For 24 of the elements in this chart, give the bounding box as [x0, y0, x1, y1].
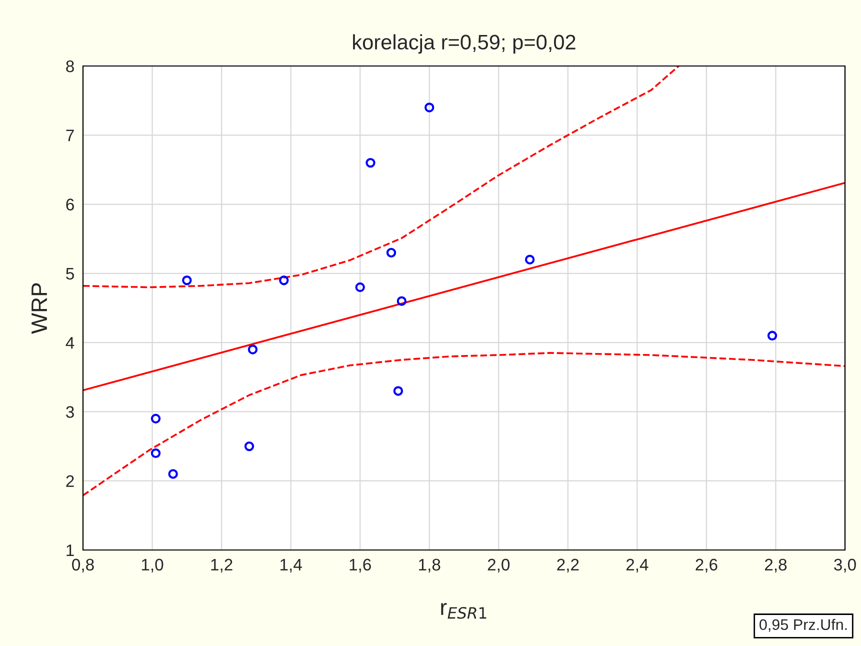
y-tick-label: 1	[66, 544, 74, 556]
x-tick-label: 1,8	[419, 558, 440, 573]
x-tick-label: 0,8	[72, 558, 94, 573]
x-tick-label: 2,4	[626, 558, 648, 573]
y-tick-label: 2	[66, 475, 74, 487]
y-tick-label: 7	[66, 130, 74, 142]
x-tick-label: 1,2	[211, 558, 232, 573]
chart-title: korelacja r=0,59; p=0,02	[353, 34, 576, 54]
y-axis-title: WRP	[32, 283, 47, 334]
y-tick-label: 8	[66, 60, 74, 72]
text: 0,95 Prz.Ufn.	[760, 618, 847, 632]
x-tick-label: 2,6	[696, 558, 718, 573]
x-tick-label: 2,2	[557, 558, 579, 573]
y-tick-label: 3	[66, 406, 74, 418]
x-axis-title: r$_{ESR1}$	[441, 602, 486, 619]
x-tick-label: 1,0	[142, 558, 164, 573]
y-tick-label: 4	[66, 337, 74, 349]
x-tick-label: 2,8	[764, 558, 787, 573]
x-tick-label: 2,0	[488, 558, 510, 573]
y-tick-label: 5	[66, 268, 74, 280]
y-tick-label: 6	[66, 198, 74, 210]
x-tick-label: 3,0	[834, 558, 856, 573]
x-tick-label: 1,4	[280, 558, 302, 573]
x-tick-label: 1,6	[350, 558, 371, 573]
